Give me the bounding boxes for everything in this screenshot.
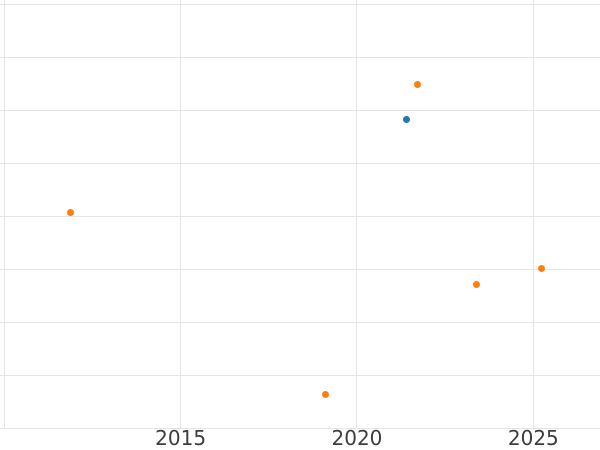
horizontal-gridline (0, 56, 600, 58)
vertical-gridline (532, 0, 534, 429)
x-tick-label: 2015 (155, 426, 207, 450)
vertical-gridline (356, 0, 358, 429)
horizontal-gridline (0, 109, 600, 111)
horizontal-gridline (0, 215, 600, 217)
vertical-gridline (180, 0, 182, 429)
horizontal-gridline (0, 269, 600, 271)
horizontal-gridline (0, 375, 600, 377)
data-point-orange-series (414, 81, 422, 89)
data-point-orange-series (322, 391, 330, 399)
data-point-blue-series (403, 115, 411, 123)
data-point-orange-series (538, 264, 546, 272)
horizontal-gridline (0, 162, 600, 164)
data-point-orange-series (66, 209, 74, 217)
vertical-gridline (3, 0, 5, 429)
x-tick-label: 2025 (507, 426, 559, 450)
data-point-orange-series (472, 281, 480, 289)
horizontal-gridline (0, 322, 600, 324)
x-tick-label: 2020 (331, 426, 383, 450)
horizontal-gridline (0, 3, 600, 5)
horizontal-gridline (0, 428, 600, 430)
